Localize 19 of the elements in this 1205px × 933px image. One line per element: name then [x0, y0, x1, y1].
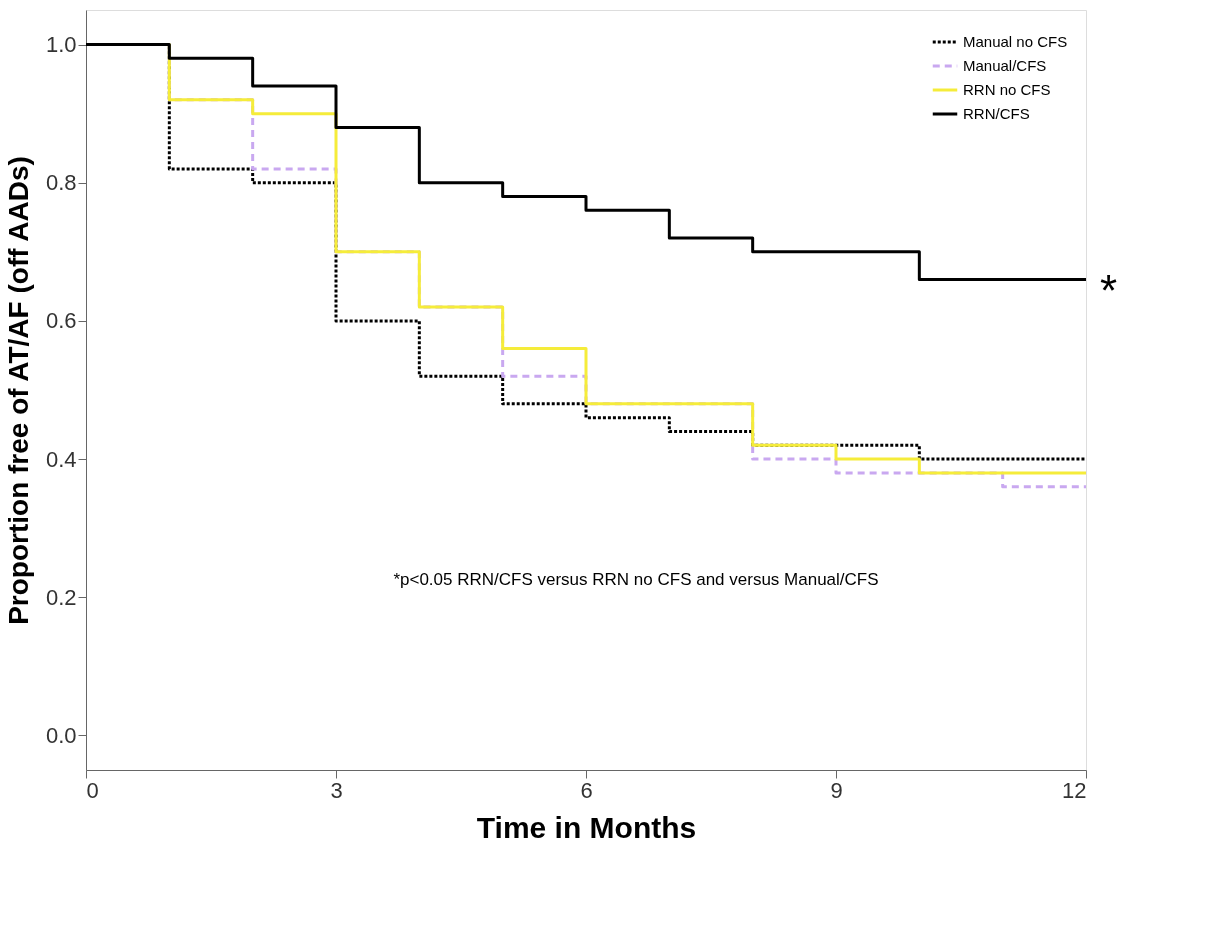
y-tick-label: 0.8: [45, 170, 77, 196]
y-tick-label: 0.0: [45, 722, 77, 748]
legend-label: RRN no CFS: [963, 81, 1051, 98]
legend-label: RRN/CFS: [963, 105, 1030, 122]
y-tick-label: 0.2: [45, 584, 77, 610]
x-axis-title: Time in Months: [476, 810, 697, 844]
annotation: *p<0.05 RRN/CFS versus RRN no CFS and versus Manual/CFS: [393, 570, 879, 589]
x-tick-label: 6: [580, 777, 593, 803]
y-tick-label: 0.4: [45, 446, 77, 472]
annotation: *: [1100, 266, 1118, 316]
x-tick-label: 0: [86, 777, 99, 803]
x-tick-label: 3: [330, 777, 343, 803]
x-tick-label: 12: [1062, 777, 1087, 803]
x-tick-label: 9: [830, 777, 843, 803]
y-tick-label: 0.6: [45, 308, 77, 334]
y-axis-title: Proportion free of AT/AF (off AADs): [2, 156, 34, 625]
y-tick-label: 1.0: [45, 32, 77, 58]
legend-label: Manual/CFS: [963, 57, 1047, 74]
legend-label: Manual no CFS: [963, 33, 1068, 50]
